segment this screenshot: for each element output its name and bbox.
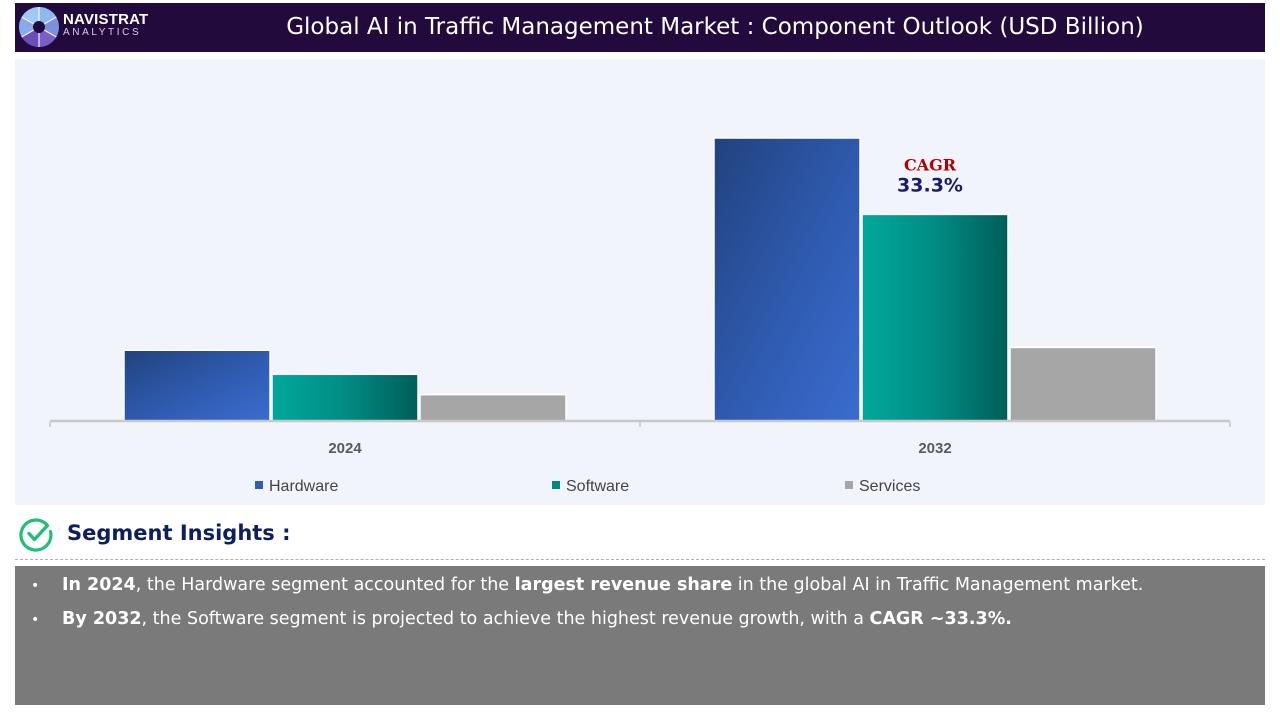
bar-software-2032 <box>861 213 1009 422</box>
insight-item: • In 2024, the Hardware segment accounted… <box>31 575 1143 595</box>
segment-insights-title: Segment Insights : <box>67 521 291 545</box>
legend-swatch-services <box>845 481 853 489</box>
legend-item-services: Services <box>845 478 920 495</box>
divider <box>15 559 1265 560</box>
legend-swatch-hardware <box>255 481 263 489</box>
insight-text: , the Software segment is projected to a… <box>141 609 870 629</box>
insight-text: , the Hardware segment accounted for the <box>135 575 515 595</box>
navistrat-logo-icon <box>19 7 59 47</box>
insight-bold: By 2032 <box>62 609 142 629</box>
check-circle-icon <box>19 518 53 552</box>
insight-item: • By 2032, the Software segment is projec… <box>31 609 1012 629</box>
brand-name: NAVISTRAT <box>63 11 149 28</box>
chart-panel: 2024 2032 CAGR 33.3% Hardware Software Servi… <box>15 59 1265 505</box>
legend-label-hardware: Hardware <box>269 478 338 495</box>
bar-hardware-2032 <box>713 137 861 422</box>
annotation-cagr-value: 33.3% <box>897 174 963 196</box>
bullet: • <box>31 612 40 628</box>
legend-item-hardware: Hardware <box>255 478 338 495</box>
bullet: • <box>31 578 40 594</box>
x-tick-label-2032: 2032 <box>918 440 951 457</box>
header-bar: NAVISTRAT ANALYTICS Global AI in Traffic… <box>15 3 1265 52</box>
legend-item-software: Software <box>552 478 629 495</box>
legend-swatch-software <box>552 481 560 489</box>
annotation-cagr-label: CAGR <box>904 155 957 174</box>
bar-hardware-2024 <box>123 349 271 422</box>
insight-bold: CAGR ~33.3%. <box>869 609 1012 629</box>
insight-text: in the global AI in Traffic Management m… <box>732 575 1144 595</box>
legend-label-software: Software <box>566 478 629 495</box>
segment-insights-header: Segment Insights : <box>15 512 1265 558</box>
legend-label-services: Services <box>859 478 920 495</box>
bar-software-2024 <box>271 373 419 422</box>
bar-services-2032 <box>1009 346 1157 422</box>
insights-box: • In 2024, the Hardware segment accounted… <box>15 566 1265 705</box>
insight-bold: largest revenue share <box>514 575 733 595</box>
insight-bold: In 2024 <box>62 575 136 595</box>
bar-services-2024 <box>419 393 567 422</box>
page-title: Global AI in Traffic Management Market :… <box>286 14 1144 40</box>
brand: NAVISTRAT ANALYTICS <box>63 12 148 39</box>
brand-subtitle: ANALYTICS <box>63 27 142 38</box>
x-tick-label-2024: 2024 <box>328 440 362 457</box>
